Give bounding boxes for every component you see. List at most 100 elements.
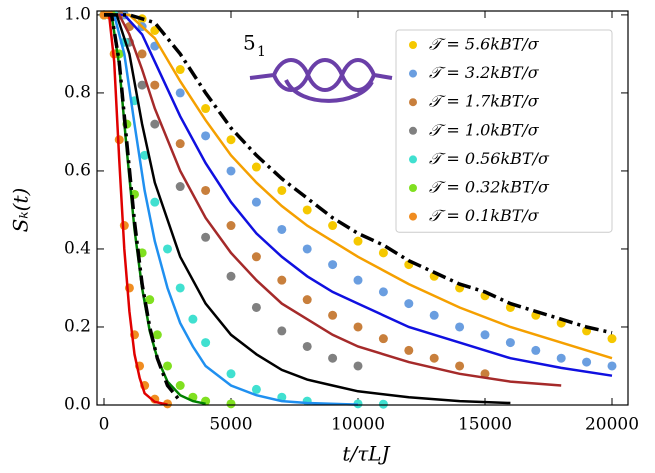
knot-icon [249, 58, 393, 103]
data-point [328, 353, 338, 363]
data-point [378, 334, 388, 344]
legend-marker [409, 98, 417, 107]
data-point [353, 361, 363, 371]
legend-label: 𝒯 = 1.0kBT/σ [429, 120, 540, 139]
data-point [163, 244, 173, 254]
data-point [226, 166, 236, 176]
data-point [277, 275, 287, 285]
data-point [226, 369, 236, 379]
data-point [378, 399, 388, 409]
data-point [607, 361, 617, 371]
data-point [582, 357, 592, 367]
data-point [201, 232, 211, 242]
data-point [480, 330, 490, 340]
y-tick-label: 1.0 [64, 4, 91, 24]
data-line [104, 13, 511, 405]
data-point [226, 221, 236, 231]
x-tick-label: 15000 [458, 415, 512, 435]
data-point [607, 334, 617, 344]
data-line [104, 13, 613, 360]
legend-box [395, 29, 613, 233]
data-point [150, 197, 160, 207]
knot-subscript: 1 [257, 44, 266, 60]
data-point [226, 271, 236, 281]
data-point [378, 287, 388, 297]
x-tick-label: 0 [99, 415, 110, 435]
data-point [429, 353, 439, 363]
data-point [251, 162, 261, 172]
legend-label: 𝒯 = 0.32kBT/σ [429, 178, 550, 197]
data-point [152, 330, 162, 340]
data-point [302, 205, 312, 215]
data-point [531, 345, 541, 355]
data-point [175, 182, 185, 192]
data-point [175, 380, 185, 390]
data-point [328, 310, 338, 320]
y-axis-label: Sₖ(t) [9, 188, 33, 233]
y-tick-label: 0.6 [64, 160, 91, 180]
data-point [150, 80, 160, 90]
data-point [251, 252, 261, 262]
data-point [150, 26, 160, 36]
y-tick-label: 0.8 [64, 82, 91, 102]
data-point [302, 244, 312, 254]
x-tick-label: 5000 [209, 415, 252, 435]
data-point [226, 135, 236, 145]
data-line [104, 13, 562, 387]
data-point [455, 361, 465, 371]
data-point [201, 131, 211, 141]
legend: 𝒯 = 5.6kBT/σ 𝒯 = 3.2kBT/σ 𝒯 = 1.7kBT/σ 𝒯 = … [395, 29, 613, 233]
data-point [328, 260, 338, 270]
data-point [201, 104, 211, 114]
data-point [404, 345, 414, 355]
legend-marker [409, 69, 417, 78]
data-point [175, 88, 185, 98]
legend-marker [409, 184, 417, 192]
data-point [353, 322, 363, 332]
data-point [137, 80, 147, 90]
data-point [163, 361, 173, 371]
legend-label: 𝒯 = 5.6kBT/σ [429, 35, 540, 54]
data-point [556, 353, 566, 363]
data-point [137, 49, 147, 59]
data-point [404, 299, 414, 309]
data-point [175, 139, 185, 149]
data-point [455, 322, 465, 332]
legend-label: 𝒯 = 0.1kBT/σ [429, 206, 540, 225]
data-line [104, 13, 182, 403]
legend-marker [409, 155, 417, 164]
legend-marker [409, 212, 417, 221]
knot-label: 5 [243, 31, 256, 55]
data-point [302, 295, 312, 305]
legend-label: 𝒯 = 3.2kBT/σ [429, 63, 540, 82]
data-point [328, 221, 338, 231]
data-point [353, 275, 363, 285]
x-tick-label: 10000 [331, 415, 385, 435]
data-point [226, 399, 236, 409]
data-line [104, 13, 613, 335]
legend-marker [409, 126, 417, 135]
data-point [201, 338, 211, 348]
legend-marker [409, 41, 417, 49]
data-point [188, 314, 198, 324]
data-point [145, 295, 155, 305]
data-point [140, 150, 150, 160]
data-point [429, 310, 439, 320]
legend-label: 𝒯 = 0.56kBT/σ [429, 149, 550, 168]
data-point [480, 369, 490, 379]
data-point [251, 302, 261, 312]
legend-label: 𝒯 = 1.7kBT/σ [429, 92, 540, 111]
data-point [150, 119, 160, 129]
data-point [201, 185, 211, 195]
plot-frame [96, 10, 629, 406]
data-point [277, 185, 287, 195]
data-line [104, 13, 613, 377]
data-line [104, 13, 168, 406]
data-point [505, 338, 515, 348]
data-line [104, 13, 359, 406]
data-point [277, 326, 287, 336]
data-point [175, 283, 185, 293]
data-point [353, 236, 363, 246]
data-point [277, 224, 287, 234]
x-tick-label: 20000 [585, 415, 639, 435]
